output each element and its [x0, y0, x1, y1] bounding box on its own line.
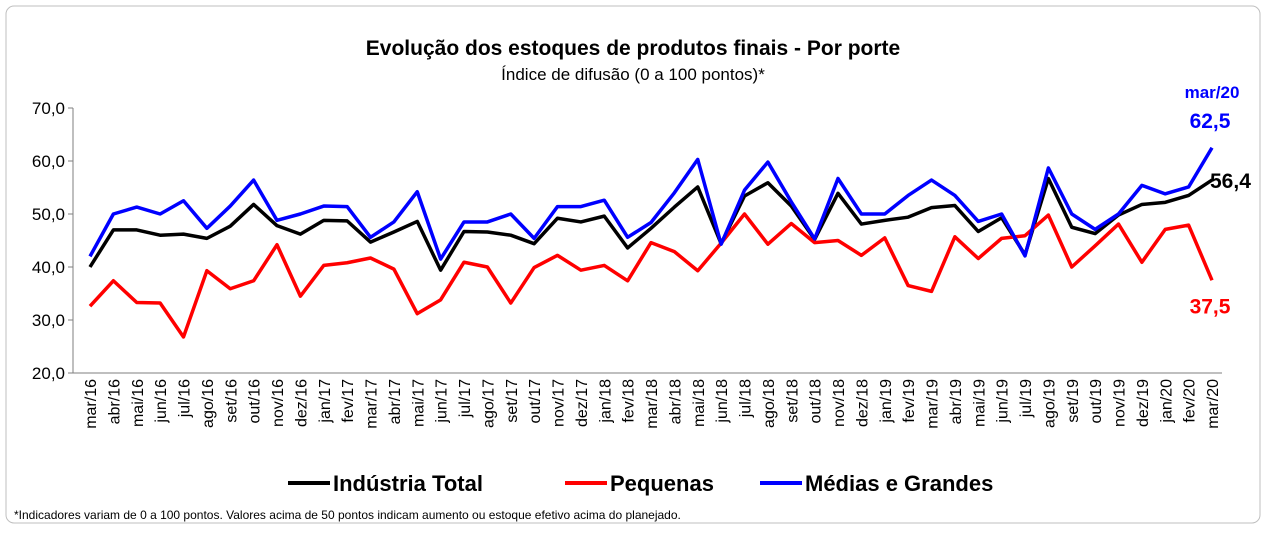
x-tick-label: jun/18: [714, 379, 731, 424]
x-tick-label: out/19: [1088, 379, 1105, 424]
legend-label: Médias e Grandes: [805, 471, 993, 496]
value-label: 56,4: [1210, 170, 1251, 193]
y-tick-label: 50,0: [32, 205, 65, 224]
x-tick-label: fev/18: [621, 379, 638, 423]
x-tick-label: dez/17: [574, 379, 591, 427]
x-tick-label: dez/19: [1135, 379, 1152, 427]
x-tick-label: nov/18: [831, 379, 848, 427]
y-tick-label: 70,0: [32, 99, 65, 118]
x-tick-label: jun/17: [434, 379, 451, 424]
x-tick-label: set/19: [1065, 379, 1082, 423]
chart-subtitle: Índice de difusão (0 a 100 pontos)*: [501, 65, 765, 84]
x-tick-label: mar/16: [83, 379, 100, 429]
x-tick-label: set/16: [223, 379, 240, 423]
x-tick-label: mai/18: [691, 379, 708, 427]
x-tick-label: mar/18: [644, 379, 661, 429]
x-tick-label: jan/18: [597, 379, 614, 424]
chart-frame: [5, 5, 1261, 524]
x-tick-label: abr/19: [948, 379, 965, 424]
y-tick-label: 60,0: [32, 152, 65, 171]
x-tick-label: mai/16: [130, 379, 147, 427]
chart-title: Evolução dos estoques de produtos finais…: [366, 37, 900, 60]
x-tick-label: jul/16: [177, 379, 194, 418]
value-label: 62,5: [1190, 110, 1231, 133]
x-tick-label: jan/17: [317, 379, 334, 424]
x-tick-label: mar/20: [1205, 379, 1222, 429]
y-tick-label: 20,0: [32, 364, 65, 383]
x-tick-label: jul/19: [1018, 379, 1035, 418]
x-tick-label: jan/19: [878, 379, 895, 424]
footnote: *Indicadores variam de 0 a 100 pontos. V…: [14, 508, 681, 522]
annotation: mar/20: [1185, 83, 1240, 102]
x-tick-label: out/17: [527, 379, 544, 424]
series-line: [88, 146, 1214, 261]
x-tick-label: abr/18: [667, 379, 684, 424]
x-tick-label: ago/17: [480, 379, 497, 428]
x-tick-label: mai/17: [410, 379, 427, 427]
series-line: [88, 212, 1214, 339]
x-tick-label: abr/16: [106, 379, 123, 424]
y-tick-label: 40,0: [32, 258, 65, 277]
x-tick-label: dez/18: [854, 379, 871, 427]
x-tick-label: jul/17: [457, 379, 474, 418]
x-tick-label: jan/20: [1158, 379, 1175, 424]
x-tick-label: nov/16: [270, 379, 287, 427]
legend-label: Pequenas: [610, 471, 714, 496]
x-tick-label: jun/19: [995, 379, 1012, 424]
x-tick-label: set/18: [784, 379, 801, 423]
x-tick-label: mar/19: [925, 379, 942, 429]
y-tick-label: 30,0: [32, 311, 65, 330]
x-tick-label: mai/19: [971, 379, 988, 427]
x-tick-label: jun/16: [153, 379, 170, 424]
x-tick-label: abr/17: [387, 379, 404, 424]
x-tick-label: set/17: [504, 379, 521, 423]
value-label: 37,5: [1190, 295, 1231, 318]
x-tick-label: ago/19: [1041, 379, 1058, 428]
x-tick-label: nov/17: [551, 379, 568, 427]
x-tick-label: ago/16: [200, 379, 217, 428]
x-tick-label: fev/19: [901, 379, 918, 423]
x-tick-label: fev/17: [340, 379, 357, 423]
x-tick-label: out/18: [808, 379, 825, 424]
x-tick-label: nov/19: [1112, 379, 1129, 427]
x-tick-label: jul/18: [738, 379, 755, 418]
legend-label: Indústria Total: [333, 471, 483, 496]
x-tick-label: dez/16: [293, 379, 310, 427]
x-tick-label: ago/18: [761, 379, 778, 428]
x-tick-label: mar/17: [364, 379, 381, 429]
x-tick-label: out/16: [247, 379, 264, 424]
x-tick-label: fev/20: [1182, 379, 1199, 423]
